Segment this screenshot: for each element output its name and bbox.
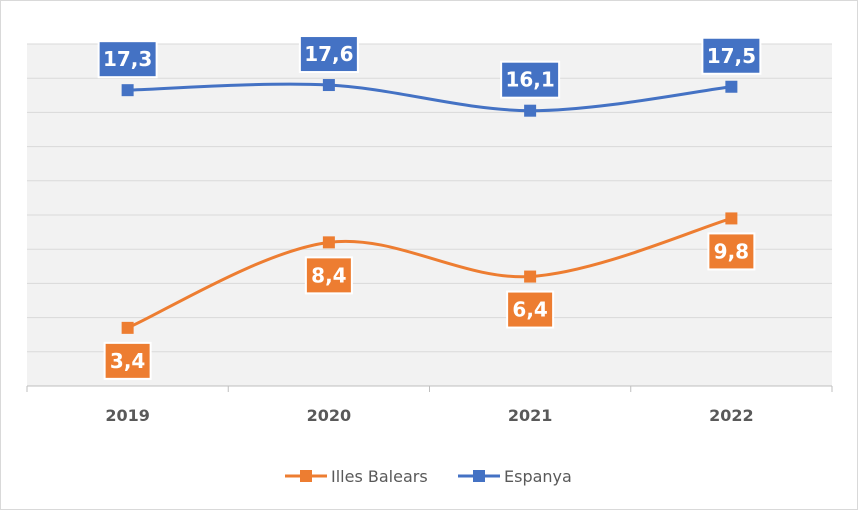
data-label-box xyxy=(103,341,152,380)
gridlines xyxy=(27,43,832,353)
data-label-box xyxy=(298,35,359,74)
legend-item-illes-balears: Illes Balears xyxy=(285,467,428,486)
legend-label: Espanya xyxy=(504,467,572,486)
legend-item-espanya: Espanya xyxy=(458,467,572,486)
series-markers xyxy=(121,79,738,334)
data-label-box xyxy=(701,36,762,75)
data-label-espanya: 17,5 xyxy=(701,36,762,75)
data-point-illes-balears xyxy=(121,321,134,334)
data-point-illes-balears xyxy=(524,270,537,283)
data-label-illes-balears: 8,4 xyxy=(304,256,353,295)
series-line-illes-balears xyxy=(126,216,733,330)
x-tick-label: 2021 xyxy=(508,406,553,425)
data-label-text: 17,5 xyxy=(707,44,756,68)
data-label-espanya: 17,6 xyxy=(298,35,359,74)
data-point-espanya xyxy=(121,84,134,97)
data-point-espanya xyxy=(725,80,738,93)
x-tick-labels: 2019 2020 2021 2022 xyxy=(105,406,753,425)
data-label-illes-balears: 6,4 xyxy=(506,290,555,329)
data-point-espanya xyxy=(322,79,335,92)
data-label-text: 6,4 xyxy=(512,298,547,322)
x-tick-label: 2019 xyxy=(105,406,150,425)
data-label-box xyxy=(500,60,561,99)
data-label-text: 3,4 xyxy=(110,349,145,373)
data-label-box xyxy=(304,256,353,295)
data-label-espanya: 16,1 xyxy=(500,60,561,99)
data-label-illes-balears: 3,4 xyxy=(103,341,152,380)
data-labels: 3,4 8,4 6,4 9,8 17,3 17,6 16,1 17,5 xyxy=(97,35,762,380)
x-axis xyxy=(26,385,833,392)
data-label-espanya: 17,3 xyxy=(97,40,158,79)
legend-marker-swatch xyxy=(473,470,485,482)
data-label-box xyxy=(97,40,158,79)
data-label-text: 8,4 xyxy=(311,263,346,287)
data-label-box xyxy=(506,290,555,329)
data-label-text: 17,6 xyxy=(304,42,353,66)
data-label-text: 17,3 xyxy=(103,47,152,71)
data-label-text: 9,8 xyxy=(714,239,749,263)
legend-label: Illes Balears xyxy=(331,467,428,486)
data-label-illes-balears: 9,8 xyxy=(707,232,756,271)
data-label-box xyxy=(707,232,756,271)
series-line-espanya xyxy=(126,82,733,113)
legend: Illes Balears Espanya xyxy=(285,467,572,486)
data-point-illes-balears xyxy=(725,212,738,225)
x-tick-label: 2020 xyxy=(307,406,352,425)
data-point-illes-balears xyxy=(322,236,335,249)
data-label-text: 16,1 xyxy=(505,68,554,92)
series-lines xyxy=(126,82,733,330)
data-point-espanya xyxy=(524,104,537,117)
x-tick-label: 2022 xyxy=(709,406,754,425)
legend-marker-swatch xyxy=(300,470,312,482)
